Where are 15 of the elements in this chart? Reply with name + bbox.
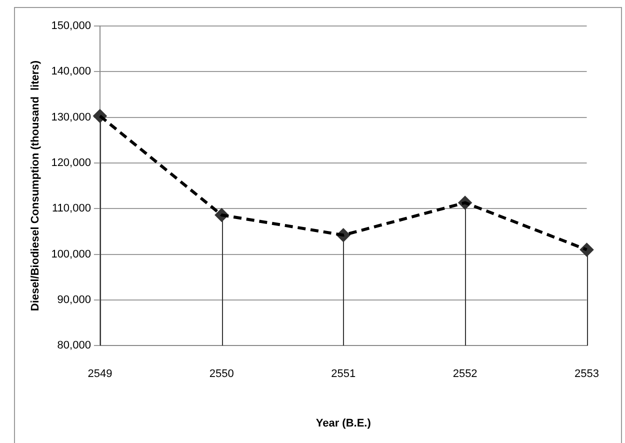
x-tick-label: 2550 [209, 368, 234, 380]
y-tick-label: 130,000 [51, 111, 91, 124]
y-tick-label: 150,000 [51, 20, 91, 32]
y-tick-label: 90,000 [57, 294, 91, 306]
y-tick-label: 120,000 [51, 157, 91, 170]
y-tick-label: 110,000 [52, 202, 91, 215]
x-axis-title: Year (B.E.) [316, 417, 372, 430]
y-tick-label: 80,000 [57, 340, 91, 352]
y-tick-label: 100,000 [51, 248, 91, 260]
x-tick-label: 2551 [331, 368, 356, 380]
x-tick-label: 2552 [452, 368, 478, 380]
y-axis-title: Diesel/Biodiesel Consumption (thousand liters) [30, 60, 42, 312]
x-tick-label: 2549 [88, 368, 112, 380]
y-tick-label: 140,000 [51, 66, 91, 78]
x-tick-label: 2553 [574, 368, 600, 380]
